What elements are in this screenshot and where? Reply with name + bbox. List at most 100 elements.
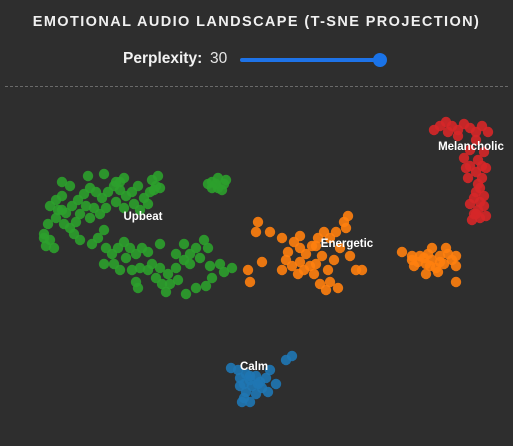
point-melancholic[interactable]: [442, 126, 454, 138]
point-upbeat[interactable]: [154, 262, 166, 274]
point-upbeat[interactable]: [152, 170, 164, 182]
point-calm[interactable]: [250, 388, 262, 400]
point-energetic[interactable]: [250, 226, 262, 238]
point-energetic[interactable]: [294, 230, 306, 242]
point-upbeat[interactable]: [114, 176, 126, 188]
point-energetic[interactable]: [440, 242, 452, 254]
point-energetic[interactable]: [396, 246, 408, 258]
point-energetic[interactable]: [420, 268, 432, 280]
point-melancholic[interactable]: [462, 172, 474, 184]
point-energetic[interactable]: [324, 276, 336, 288]
point-upbeat[interactable]: [58, 218, 70, 230]
point-calm[interactable]: [234, 380, 246, 392]
point-upbeat[interactable]: [190, 242, 202, 254]
point-upbeat[interactable]: [160, 286, 172, 298]
point-upbeat[interactable]: [170, 262, 182, 274]
point-energetic[interactable]: [432, 266, 444, 278]
point-upbeat[interactable]: [146, 258, 158, 270]
point-calm[interactable]: [270, 378, 282, 390]
point-energetic[interactable]: [332, 282, 344, 294]
point-upbeat[interactable]: [198, 234, 210, 246]
point-upbeat[interactable]: [226, 262, 238, 274]
point-energetic[interactable]: [276, 264, 288, 276]
point-melancholic[interactable]: [464, 198, 476, 210]
point-upbeat[interactable]: [172, 274, 184, 286]
point-upbeat[interactable]: [204, 260, 216, 272]
point-calm[interactable]: [260, 372, 272, 384]
point-energetic[interactable]: [450, 276, 462, 288]
point-upbeat[interactable]: [134, 262, 146, 274]
point-upbeat[interactable]: [88, 202, 100, 214]
point-upbeat[interactable]: [56, 204, 68, 216]
point-melancholic[interactable]: [452, 130, 464, 142]
point-energetic[interactable]: [450, 260, 462, 272]
point-energetic[interactable]: [334, 242, 346, 254]
point-energetic[interactable]: [342, 210, 354, 222]
point-upbeat[interactable]: [74, 234, 86, 246]
point-upbeat[interactable]: [98, 224, 110, 236]
point-energetic[interactable]: [450, 250, 462, 262]
point-upbeat[interactable]: [218, 266, 230, 278]
point-upbeat[interactable]: [64, 180, 76, 192]
point-energetic[interactable]: [308, 268, 320, 280]
point-melancholic[interactable]: [460, 162, 472, 174]
point-energetic[interactable]: [282, 246, 294, 258]
point-energetic[interactable]: [328, 254, 340, 266]
point-upbeat[interactable]: [56, 190, 68, 202]
point-upbeat[interactable]: [114, 264, 126, 276]
point-melancholic[interactable]: [458, 152, 470, 164]
point-energetic[interactable]: [300, 248, 312, 260]
point-upbeat[interactable]: [142, 246, 154, 258]
point-energetic[interactable]: [426, 242, 438, 254]
point-upbeat[interactable]: [154, 238, 166, 250]
point-upbeat[interactable]: [56, 176, 68, 188]
point-upbeat[interactable]: [38, 232, 50, 244]
point-upbeat[interactable]: [178, 238, 190, 250]
point-upbeat[interactable]: [142, 198, 154, 210]
point-upbeat[interactable]: [120, 252, 132, 264]
point-upbeat[interactable]: [92, 232, 104, 244]
point-upbeat[interactable]: [74, 208, 86, 220]
point-upbeat[interactable]: [126, 264, 138, 276]
point-upbeat[interactable]: [210, 178, 222, 190]
point-upbeat[interactable]: [202, 178, 214, 190]
point-energetic[interactable]: [344, 250, 356, 262]
perplexity-slider[interactable]: [240, 53, 390, 67]
point-upbeat[interactable]: [180, 288, 192, 300]
point-upbeat[interactable]: [110, 196, 122, 208]
point-upbeat[interactable]: [184, 258, 196, 270]
point-energetic[interactable]: [356, 264, 368, 276]
point-energetic[interactable]: [264, 226, 276, 238]
point-energetic[interactable]: [292, 268, 304, 280]
point-upbeat[interactable]: [200, 280, 212, 292]
point-melancholic[interactable]: [470, 134, 482, 146]
point-energetic[interactable]: [406, 250, 418, 262]
point-energetic[interactable]: [330, 226, 342, 238]
point-calm[interactable]: [264, 364, 276, 376]
point-energetic[interactable]: [322, 264, 334, 276]
point-upbeat[interactable]: [82, 170, 94, 182]
point-upbeat[interactable]: [40, 240, 52, 252]
point-upbeat[interactable]: [132, 282, 144, 294]
point-upbeat[interactable]: [150, 272, 162, 284]
perplexity-slider-thumb[interactable]: [373, 53, 388, 67]
point-upbeat[interactable]: [50, 212, 62, 224]
point-upbeat[interactable]: [98, 168, 110, 180]
point-melancholic[interactable]: [478, 200, 490, 212]
point-energetic[interactable]: [276, 232, 288, 244]
point-melancholic[interactable]: [478, 146, 490, 158]
point-upbeat[interactable]: [190, 282, 202, 294]
point-calm[interactable]: [262, 386, 274, 398]
point-calm[interactable]: [286, 350, 298, 362]
point-upbeat[interactable]: [206, 272, 218, 284]
point-calm[interactable]: [252, 378, 264, 390]
point-upbeat[interactable]: [164, 278, 176, 290]
point-calm[interactable]: [236, 396, 248, 408]
point-upbeat[interactable]: [220, 174, 232, 186]
point-upbeat[interactable]: [42, 218, 54, 230]
point-energetic[interactable]: [434, 256, 446, 268]
point-upbeat[interactable]: [118, 202, 130, 214]
point-melancholic[interactable]: [476, 160, 488, 172]
point-upbeat[interactable]: [84, 212, 96, 224]
perplexity-slider-track[interactable]: [240, 58, 384, 62]
